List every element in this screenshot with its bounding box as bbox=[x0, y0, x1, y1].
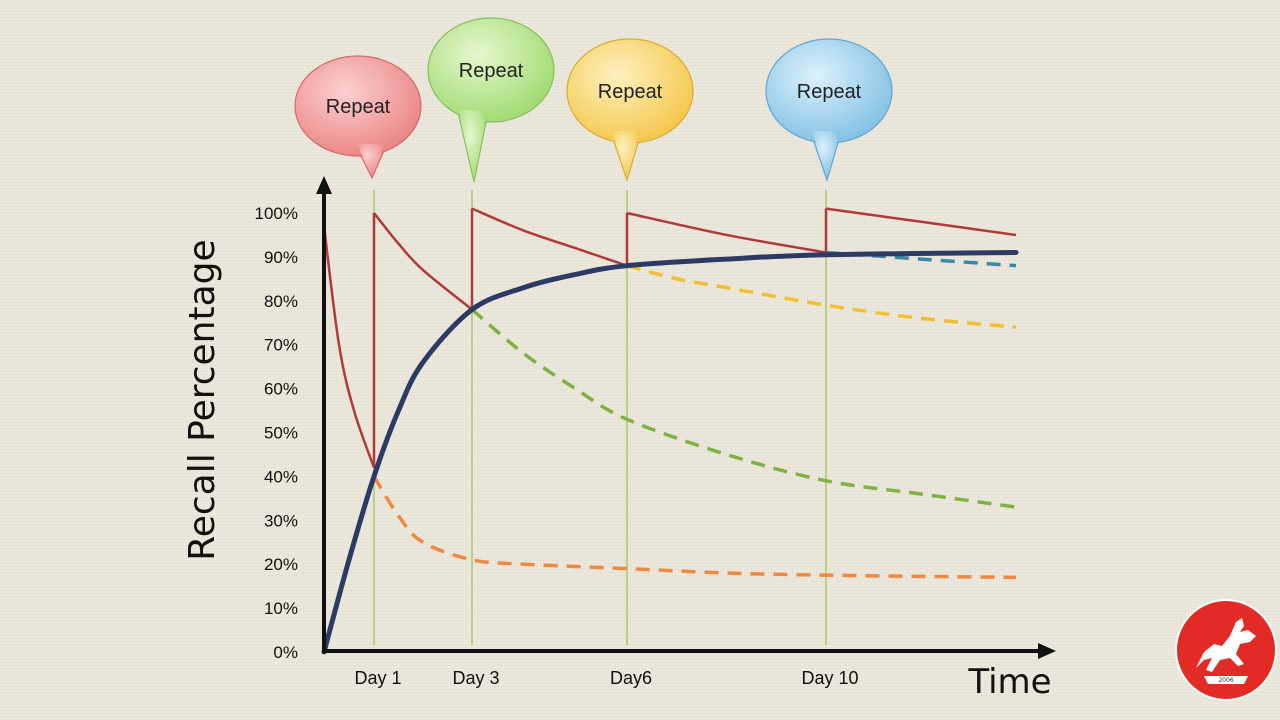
x-tick-label: Day 10 bbox=[801, 668, 858, 688]
repeat-bubble: Repeat bbox=[566, 38, 694, 182]
retention-curve bbox=[321, 250, 1019, 655]
y-tick-label: 10% bbox=[264, 599, 298, 618]
logo-base bbox=[1204, 676, 1248, 684]
horse-rider-icon bbox=[1196, 618, 1256, 672]
x-tick-labels: Day 1 Day 3 Day6 Day 10 bbox=[354, 668, 858, 688]
bubble-label: Repeat bbox=[598, 81, 663, 103]
y-tick-label: 60% bbox=[264, 380, 298, 399]
y-tick-label: 0% bbox=[273, 643, 298, 662]
repeat-bubble: Repeat bbox=[765, 38, 893, 182]
y-tick-label: 50% bbox=[264, 424, 298, 443]
y-tick-label: 80% bbox=[264, 292, 298, 311]
bubble-tail-fill bbox=[459, 110, 487, 180]
y-axis-arrow bbox=[316, 176, 332, 194]
repeat-bubble: Repeat bbox=[294, 55, 422, 180]
y-tick-label: 40% bbox=[264, 467, 298, 486]
x-tick-label: Day 1 bbox=[354, 668, 401, 688]
forgetting-curve bbox=[626, 263, 1017, 329]
bubble-label: Repeat bbox=[797, 81, 862, 103]
bubble-tail-fill bbox=[612, 131, 640, 178]
y-tick-labels: 0% 10% 20% 30% 40% 50% 60% 70% 80% 90% 100% bbox=[255, 204, 298, 662]
relearn-curve-segment bbox=[471, 207, 628, 267]
forgetting-curve bbox=[825, 250, 1017, 268]
bubble-body bbox=[294, 55, 422, 157]
relearn-curve-segment bbox=[825, 207, 1017, 237]
y-tick-label: 90% bbox=[264, 248, 298, 267]
relearn-curve-segment bbox=[373, 212, 473, 311]
relearn-curve-segment bbox=[322, 226, 376, 469]
logo: 2006 bbox=[1175, 599, 1277, 701]
bubble-tail-fill bbox=[812, 131, 840, 178]
bubble-label: Repeat bbox=[326, 96, 391, 118]
logo-year: 2006 bbox=[1218, 677, 1233, 684]
y-tick-label: 100% bbox=[255, 204, 298, 223]
bubble-tail-fill bbox=[357, 144, 385, 176]
x-axis-arrow bbox=[1038, 643, 1056, 659]
y-tick-label: 70% bbox=[264, 336, 298, 355]
y-axis-title: Recall Percentage bbox=[182, 239, 223, 560]
bubble-label: Repeat bbox=[459, 60, 524, 82]
y-tick-label: 20% bbox=[264, 555, 298, 574]
forgetting-curve bbox=[372, 475, 1017, 580]
repeat-bubble: Repeat bbox=[427, 17, 555, 183]
forgetting-curve bbox=[470, 308, 1017, 509]
repeat-bubbles: Repeat Repeat Repeat Repeat bbox=[294, 17, 893, 183]
bubble-body bbox=[427, 17, 555, 123]
x-tick-label: Day6 bbox=[610, 668, 652, 688]
curves bbox=[321, 207, 1019, 655]
x-axis-title: Time bbox=[967, 662, 1051, 702]
y-tick-label: 30% bbox=[264, 511, 298, 530]
relearn-curve-segment bbox=[626, 211, 827, 254]
x-tick-label: Day 3 bbox=[452, 668, 499, 688]
